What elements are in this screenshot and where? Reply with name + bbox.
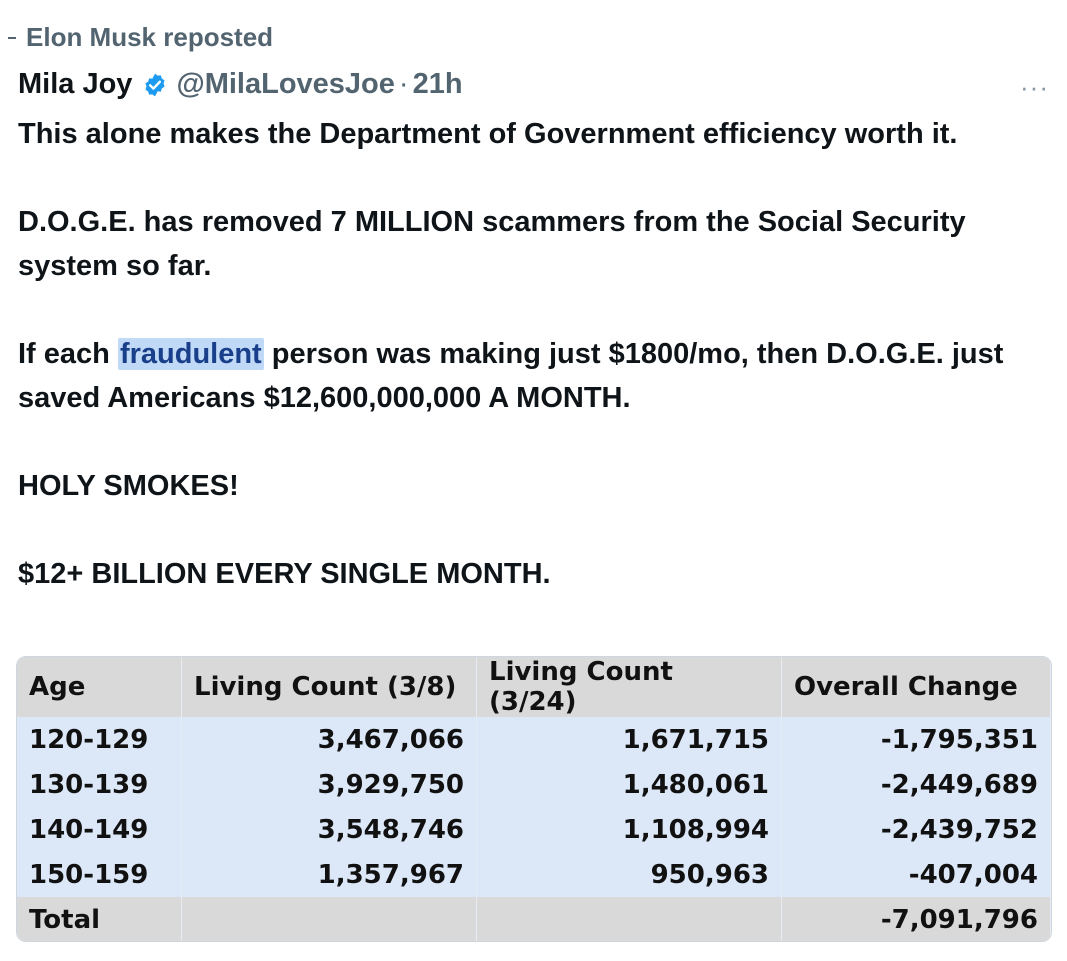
more-options-icon[interactable]: ··· <box>1020 72 1049 102</box>
verified-badge-icon <box>142 72 168 98</box>
cell-change: -407,004 <box>781 852 1051 897</box>
tweet-line-2: D.O.G.E. has removed 7 MILLION scammers … <box>18 206 966 282</box>
total-value: -7,091,796 <box>781 897 1051 941</box>
cell-count-3-24: 1,480,061 <box>476 762 782 807</box>
highlighted-word: fraudulent <box>117 338 264 370</box>
author-name[interactable]: Mila Joy <box>18 68 133 100</box>
header-count-3-24: Living Count (3/24) <box>476 657 782 717</box>
cell-age: 150-159 <box>17 852 182 897</box>
attached-image[interactable]: Age Living Count (3/8) Living Count (3/2… <box>16 656 1052 942</box>
cell-count-3-24: 1,108,994 <box>476 807 782 852</box>
tweet-line-4: HOLY SMOKES! <box>18 470 239 502</box>
repost-indicator[interactable]: Elon Musk reposted <box>8 22 273 53</box>
total-empty-cell <box>181 897 477 941</box>
author-handle[interactable]: @MilaLovesJoe <box>176 68 395 100</box>
cell-change: -2,449,689 <box>781 762 1051 807</box>
tweet-line-3-start: If each <box>18 338 118 370</box>
total-label: Total <box>17 897 182 941</box>
table-row: 120-129 3,467,066 1,671,715 -1,795,351 <box>17 717 1051 762</box>
tweet-line-5: $12+ BILLION EVERY SINGLE MONTH. <box>18 558 551 590</box>
tweet-header: Mila Joy @MilaLovesJoe · 21h <box>18 68 463 101</box>
repost-label: Elon Musk reposted <box>26 22 274 52</box>
table-row: 130-139 3,929,750 1,480,061 -2,449,689 <box>17 762 1051 807</box>
cell-change: -1,795,351 <box>781 717 1051 762</box>
table-row: 140-149 3,548,746 1,108,994 -2,439,752 <box>17 807 1051 852</box>
cell-count-3-8: 3,929,750 <box>181 762 477 807</box>
repost-icon <box>8 36 16 39</box>
cell-count-3-24: 1,671,715 <box>476 717 782 762</box>
header-count-3-8: Living Count (3/8) <box>181 657 477 717</box>
cell-count-3-8: 3,548,746 <box>181 807 477 852</box>
cell-age: 140-149 <box>17 807 182 852</box>
tweet-line-3: If each fraudulent person was making jus… <box>18 332 1058 420</box>
cell-change: -2,439,752 <box>781 807 1051 852</box>
table-total-row: Total -7,091,796 <box>17 897 1051 941</box>
tweet-line-3-end: person was making just $1800/mo, then D.… <box>18 338 1004 414</box>
data-table: Age Living Count (3/8) Living Count (3/2… <box>17 657 1051 941</box>
total-empty-cell <box>476 897 782 941</box>
separator-dot: · <box>398 68 409 100</box>
table-row: 150-159 1,357,967 950,963 -407,004 <box>17 852 1051 897</box>
table-header-row: Age Living Count (3/8) Living Count (3/2… <box>17 657 1051 717</box>
header-overall-change: Overall Change <box>781 657 1051 717</box>
tweet-text: This alone makes the Department of Gover… <box>18 112 1058 596</box>
tweet-line-1: This alone makes the Department of Gover… <box>18 118 958 150</box>
cell-count-3-8: 3,467,066 <box>181 717 477 762</box>
timestamp[interactable]: 21h <box>412 68 463 100</box>
cell-age: 120-129 <box>17 717 182 762</box>
cell-count-3-8: 1,357,967 <box>181 852 477 897</box>
header-age: Age <box>17 657 182 717</box>
cell-count-3-24: 950,963 <box>476 852 782 897</box>
cell-age: 130-139 <box>17 762 182 807</box>
